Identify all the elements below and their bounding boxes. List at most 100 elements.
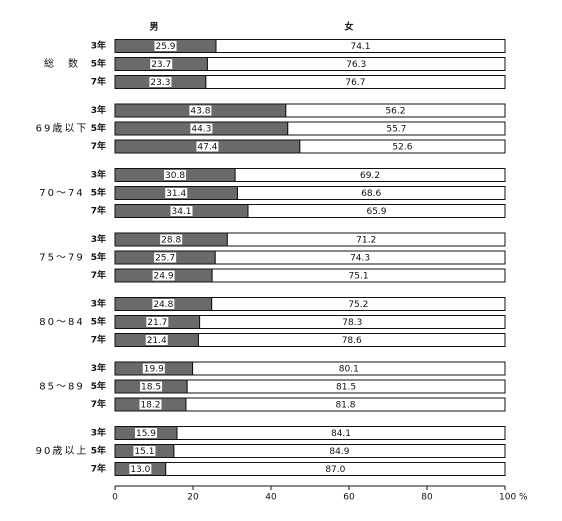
row-label: 3年 [91,104,106,116]
bar-segment [197,333,506,347]
bar-segment [199,315,506,329]
label-bg [139,399,162,410]
value-label: 56.2 [385,107,405,117]
row-label: 3年 [91,233,106,245]
x-tick-label: 0 [112,493,118,503]
value-label: 43.8 [190,107,210,117]
label-bg [152,299,175,309]
row-label: 7年 [91,269,106,281]
row-label: 5年 [91,380,106,392]
value-label: 74.3 [350,254,370,264]
group-label: 69歳以下 [36,123,89,135]
value-label: 84.1 [331,429,351,439]
label-bg [160,234,183,245]
value-label: 80.1 [339,365,359,375]
bar-segment [206,57,506,71]
value-label: 75.2 [348,300,368,310]
value-label: 21.4 [147,336,167,346]
bar-segment [173,444,506,458]
value-label: 23.3 [150,78,170,88]
row-label: 5年 [91,445,106,457]
bar-segment [287,121,506,136]
bar-segment [236,186,506,200]
bar-segment [205,75,506,89]
value-label: 44.3 [191,125,211,135]
value-label: 34.1 [171,207,191,217]
value-label: 76.3 [346,60,366,70]
bar-segment [211,297,506,311]
row-label: 3年 [91,362,106,374]
label-bg [145,335,168,345]
value-label: 65.9 [366,207,386,217]
value-label: 19.9 [144,365,164,375]
x-tick-label: 20 [187,493,199,503]
value-label: 23.7 [151,60,171,70]
bar-segment [176,426,506,440]
label-bg [129,464,152,474]
value-label: 31.4 [166,189,186,199]
label-bg [189,105,212,116]
group-label: 80～84 [39,317,84,328]
series-name: 女 [344,21,353,33]
value-label: 78.6 [342,336,362,346]
value-label: 87.0 [325,465,345,475]
group-label: 70～74 [39,188,84,199]
value-label: 84.9 [329,447,349,457]
value-label: 78.3 [342,318,362,328]
value-label: 68.6 [361,189,381,199]
label-bg [146,317,169,327]
label-bg [150,59,173,69]
row-label: 5年 [91,122,106,134]
value-label: 30.8 [165,171,185,181]
bar-segment [192,361,506,376]
value-label: 71.2 [356,236,376,246]
row-label: 7年 [91,398,106,410]
bar-segment [211,268,506,283]
row-label: 7年 [91,76,106,88]
value-label: 76.7 [345,78,365,88]
label-bg [165,188,188,198]
label-bg [149,77,172,87]
label-bg [190,123,213,134]
bar-segment [185,397,506,412]
label-bg [154,41,177,51]
bar-segment [226,232,506,247]
bar-segment [215,39,506,53]
x-tick-label: 80 [421,493,433,503]
label-bg [196,141,219,152]
value-label: 69.2 [360,171,380,181]
x-tick-label: 60 [343,493,355,503]
value-label: 52.6 [392,143,412,153]
group-label: 90歳以上 [36,445,89,457]
label-bg [133,446,156,456]
bar-segment [299,139,506,154]
label-bg [140,381,163,392]
row-label: 7年 [91,463,106,475]
row-label: 3年 [91,298,106,310]
label-bg [152,270,175,281]
group-label: 85～89 [39,382,84,393]
label-bg [142,363,165,374]
value-label: 15.9 [136,429,156,439]
series-name: 男 [149,22,158,33]
value-label: 81.5 [336,383,356,393]
row-label: 7年 [91,140,106,152]
bar-segment [214,250,506,265]
x-tick-label: 100 % [499,493,528,503]
value-label: 18.5 [141,383,161,393]
value-label: 15.1 [134,447,154,457]
bar-segment [285,103,506,118]
label-bg [164,170,187,180]
value-label: 24.9 [154,272,174,282]
row-label: 5年 [91,251,106,263]
label-bg [170,206,193,216]
row-label: 5年 [91,58,106,70]
row-label: 7年 [91,205,106,217]
label-bg [154,252,177,263]
value-label: 25.7 [155,254,175,264]
row-label: 3年 [91,427,106,439]
label-bg [135,428,158,438]
row-label: 3年 [91,40,106,52]
value-label: 24.8 [153,300,173,310]
